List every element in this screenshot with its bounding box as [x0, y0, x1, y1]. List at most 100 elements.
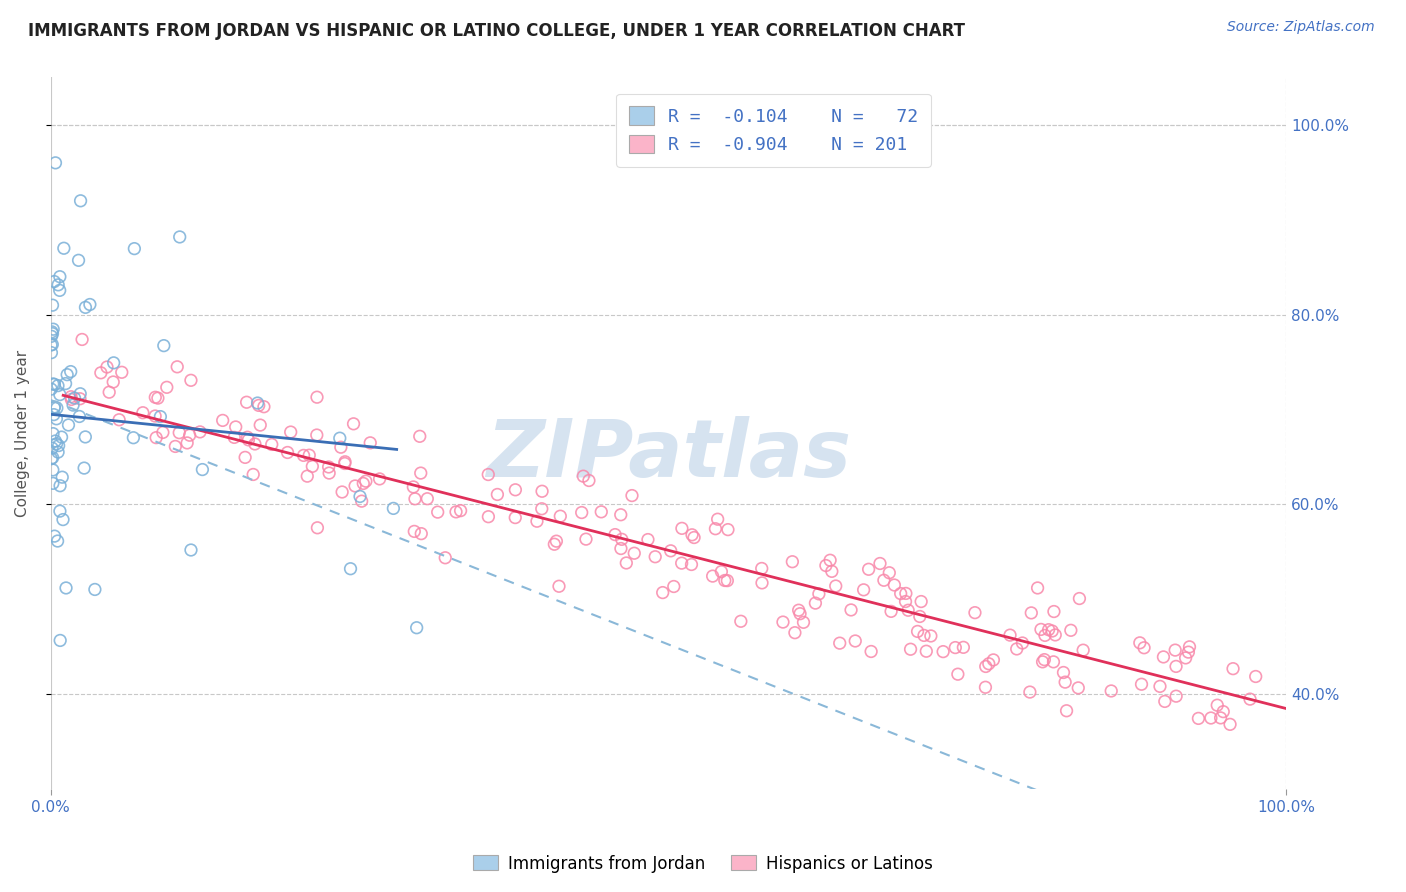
Point [176, 436, 198, 450]
Point [450, 503, 472, 517]
Point [235, 395, 257, 409]
Point [644, 549, 666, 564]
Point [873, 574, 896, 588]
Point [211, 413, 233, 427]
Point [79, 297, 101, 311]
Point [1019, 606, 1042, 620]
Point [409, 466, 432, 480]
Point [681, 528, 703, 542]
Point [404, 524, 426, 539]
Point [782, 555, 804, 569]
Point [73, 461, 96, 475]
Point [434, 550, 457, 565]
Point [42, 463, 65, 477]
Point [152, 425, 174, 440]
Point [416, 491, 439, 506]
Point [603, 527, 626, 541]
Point [44, 529, 66, 543]
Point [277, 445, 299, 459]
Point [55, 376, 77, 391]
Point [671, 556, 693, 570]
Point [242, 467, 264, 482]
Point [477, 467, 499, 482]
Point [132, 406, 155, 420]
Point [486, 487, 509, 501]
Point [571, 506, 593, 520]
Point [247, 398, 270, 412]
Point [900, 642, 922, 657]
Point [404, 491, 426, 506]
Point [716, 574, 738, 588]
Point [787, 603, 810, 617]
Point [354, 474, 377, 488]
Point [858, 562, 880, 576]
Point [1129, 636, 1152, 650]
Point [974, 680, 997, 694]
Point [1177, 645, 1199, 659]
Point [330, 485, 353, 500]
Point [51, 430, 73, 444]
Point [897, 603, 920, 617]
Point [301, 459, 323, 474]
Point [46, 534, 69, 549]
Point [807, 587, 830, 601]
Point [52, 241, 75, 255]
Point [526, 514, 548, 528]
Point [1166, 689, 1188, 703]
Point [55, 581, 77, 595]
Text: ZIPatlas: ZIPatlas [486, 416, 851, 493]
Point [145, 431, 167, 445]
Point [1130, 677, 1153, 691]
Point [1174, 651, 1197, 665]
Point [75, 430, 97, 444]
Point [426, 505, 449, 519]
Point [180, 543, 202, 558]
Point [1178, 640, 1201, 654]
Point [49, 269, 72, 284]
Point [233, 450, 256, 465]
Point [42, 376, 65, 391]
Point [751, 561, 773, 575]
Point [637, 533, 659, 547]
Point [550, 509, 572, 524]
Point [41, 298, 63, 312]
Point [292, 449, 315, 463]
Point [41, 345, 63, 359]
Point [1222, 662, 1244, 676]
Point [1239, 692, 1261, 706]
Legend: Immigrants from Jordan, Hispanics or Latinos: Immigrants from Jordan, Hispanics or Lat… [467, 848, 939, 880]
Point [349, 490, 371, 504]
Point [41, 441, 63, 455]
Point [952, 640, 974, 655]
Point [111, 365, 134, 379]
Point [1219, 717, 1241, 731]
Point [305, 428, 328, 442]
Point [329, 440, 352, 454]
Point [298, 448, 321, 462]
Point [1032, 655, 1054, 669]
Point [246, 396, 269, 410]
Point [344, 479, 367, 493]
Point [1099, 684, 1122, 698]
Point [880, 604, 903, 618]
Point [1054, 675, 1077, 690]
Point [318, 466, 340, 480]
Point [39, 451, 62, 466]
Point [1042, 655, 1064, 669]
Point [405, 621, 427, 635]
Point [45, 436, 67, 450]
Point [869, 557, 891, 571]
Point [610, 533, 633, 547]
Point [108, 413, 131, 427]
Point [143, 409, 166, 423]
Point [1199, 711, 1222, 725]
Point [51, 470, 73, 484]
Point [42, 426, 65, 441]
Point [1149, 679, 1171, 693]
Point [42, 322, 65, 336]
Point [45, 401, 67, 415]
Point [1209, 711, 1232, 725]
Point [717, 523, 740, 537]
Point [67, 409, 90, 424]
Point [1026, 581, 1049, 595]
